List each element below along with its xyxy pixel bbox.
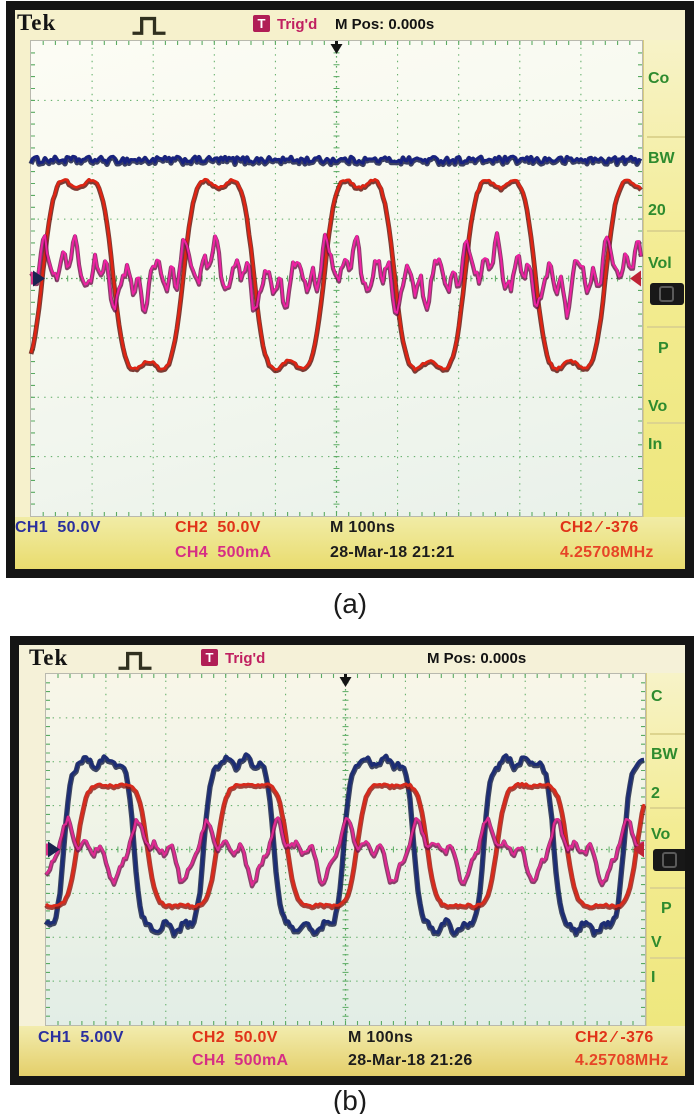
menu-item-bw-value: 20	[648, 202, 666, 219]
menu-item-volts-div[interactable]: Vo	[651, 826, 671, 843]
trigger-position-arrow	[335, 41, 338, 44]
trigger-readout: CH2 ∕ -376	[575, 1029, 654, 1046]
scope-main-row-a: Co BW 20 Vol P Vo In	[15, 40, 685, 517]
menu-item-volts-div[interactable]: Vol	[648, 255, 672, 272]
waveform-svg-a	[28, 41, 644, 516]
menu-item-invert[interactable]: In	[648, 436, 663, 453]
menu-divider	[647, 326, 685, 328]
menu-selected-option-box[interactable]	[653, 849, 685, 871]
subfigure-caption-a: (a)	[332, 588, 368, 619]
menu-divider	[647, 230, 685, 232]
trigger-source-badge: T	[253, 15, 270, 32]
tek-logo: Tek	[29, 645, 69, 670]
selected-option-glyph	[659, 286, 674, 302]
menu-item-coupling[interactable]: C	[651, 688, 663, 705]
frequency-readout: 4.25708MHz	[560, 544, 654, 561]
datetime-readout: 28-Mar-18 21:21	[330, 544, 455, 561]
oscilloscope-screenshot-a: Tek T Trig'd M Pos: 0.000s Co BW 20 Vol …	[6, 1, 694, 578]
scope-main-row-b: C BW 2 Vo P V I	[19, 673, 685, 1026]
tek-logo: Tek	[17, 10, 57, 35]
scope-statusbar-a: CH1 50.0V CH2 50.0V M 100ns CH2 ∕ -376 C…	[15, 517, 685, 569]
menu-item-bw-value: 2	[651, 785, 660, 802]
scope-topbar-a: Tek T Trig'd M Pos: 0.000s	[15, 10, 685, 40]
horizontal-position-readout: M Pos: 0.000s	[427, 650, 527, 667]
waveform-display-a	[28, 40, 644, 517]
menu-selected-option-box[interactable]	[650, 283, 684, 305]
menu-divider	[650, 807, 685, 809]
menu-item-voltage[interactable]: V	[651, 934, 662, 951]
trigger-readout: CH2 ∕ -376	[560, 519, 639, 536]
ch1-scale-readout: CH1 5.00V	[38, 1029, 124, 1046]
scope-statusbar-b: CH1 5.00V CH2 50.0V M 100ns CH2 ∕ -376 C…	[19, 1026, 685, 1076]
ch4-scale-readout: CH4 500mA	[175, 544, 272, 561]
menu-item-probe[interactable]: P	[661, 900, 672, 917]
trigger-level-marker	[633, 841, 644, 858]
ch2-scale-readout: CH2 50.0V	[175, 519, 261, 536]
menu-item-probe[interactable]: P	[658, 340, 669, 357]
trigger-position-arrow	[344, 674, 347, 677]
trigger-status-text: Trig'd	[225, 650, 266, 667]
pulse-trigger-icon	[118, 651, 152, 670]
trigger-status-text: Trig'd	[277, 16, 318, 33]
timebase-readout: M 100ns	[348, 1029, 414, 1046]
menu-item-bw-limit[interactable]: BW	[651, 746, 678, 763]
ch4-scale-readout: CH4 500mA	[192, 1052, 289, 1069]
menu-item-invert[interactable]: I	[651, 969, 656, 986]
menu-item-bw-limit[interactable]: BW	[648, 150, 675, 167]
trigger-source-badge: T	[201, 649, 218, 666]
frequency-readout: 4.25708MHz	[575, 1052, 669, 1069]
menu-divider	[647, 422, 685, 424]
menu-divider	[650, 957, 685, 959]
ch2-scale-readout: CH2 50.0V	[192, 1029, 278, 1046]
ch1-scale-readout: CH1 50.0V	[15, 519, 101, 536]
menu-divider	[650, 887, 685, 889]
waveform-display-b	[43, 673, 647, 1026]
timebase-readout: M 100ns	[330, 519, 396, 536]
soft-menu-a: Co BW 20 Vol P Vo In	[643, 40, 685, 517]
oscilloscope-screenshot-b: Tek T Trig'd M Pos: 0.000s C BW 2 Vo P	[10, 636, 694, 1085]
selected-option-glyph	[662, 852, 677, 868]
scope-topbar-b: Tek T Trig'd M Pos: 0.000s	[19, 645, 685, 673]
menu-item-coupling[interactable]: Co	[648, 70, 670, 87]
menu-divider	[647, 136, 685, 138]
pulse-trigger-icon	[132, 16, 166, 35]
horizontal-position-readout: M Pos: 0.000s	[335, 16, 435, 33]
subfigure-caption-b: (b)	[332, 1085, 368, 1114]
menu-divider	[650, 733, 685, 735]
menu-item-voltage[interactable]: Vo	[648, 398, 668, 415]
soft-menu-b: C BW 2 Vo P V I	[646, 673, 685, 1026]
trigger-level-marker	[630, 270, 641, 287]
datetime-readout: 28-Mar-18 21:26	[348, 1052, 473, 1069]
waveform-svg-b	[43, 674, 647, 1025]
